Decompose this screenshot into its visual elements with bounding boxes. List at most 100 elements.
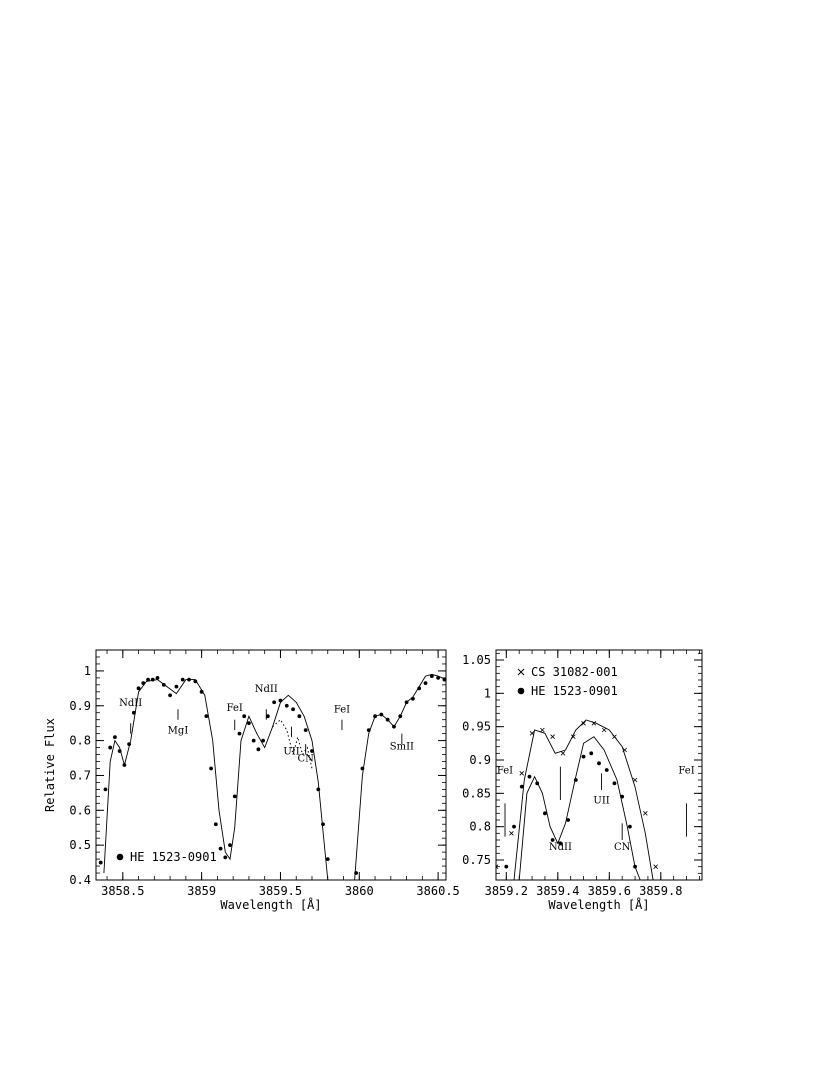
observed-data-point [213,822,218,827]
observed-data-point [512,824,516,829]
observed-data-point [566,818,570,822]
data-layer [496,719,658,880]
observed-data-point [581,754,586,759]
observed-data-point [223,855,228,860]
x-tick-label: 3859 [187,884,216,898]
line-id-label: SmII [390,741,414,752]
observed-data-point [527,774,532,779]
x-tick-label: 3859.2 [485,884,528,898]
cross-data-point [581,721,586,726]
x-tick-label: 3860.5 [416,884,459,898]
observed-data-point [204,714,209,719]
cross-data-point [496,864,499,869]
x-tick-label: 3859.6 [588,884,631,898]
synthetic-spectrum-line [518,736,641,880]
observed-data-point [209,766,213,771]
observed-data-point [423,681,428,686]
observed-data-point [228,843,232,848]
cross-data-point [643,811,648,816]
y-tick-label: 0.9 [69,699,91,713]
observed-data-point [321,822,325,827]
legend-marker-cross [517,668,525,676]
x-axis-label: Wavelength [Å] [220,897,321,912]
cross-data-point [653,864,658,869]
plot-frame [495,649,703,881]
y-tick-label: 1 [484,686,491,700]
observed-data-point [303,728,308,733]
legend-label: HE 1523-0901 [531,684,618,698]
observed-data-point [155,675,160,680]
observed-data-point [261,738,266,743]
x-tick-label: 3859.5 [259,884,302,898]
observed-data-point [265,714,270,719]
observed-data-point [98,860,103,865]
observed-data-point [310,749,314,753]
x-tick-label: 3859.8 [639,884,682,898]
observed-data-point [242,714,247,719]
y-tick-label: 0.6 [69,803,91,817]
synthetic-spectrum-line [513,719,654,880]
legend-marker-circle [517,687,525,695]
y-tick-label: 0.7 [69,768,91,782]
cross-data-point [540,727,545,733]
observed-data-point [113,735,117,740]
observed-data-point [325,857,330,861]
line-id-label: CN [297,754,314,765]
observed-data-point [256,747,261,752]
line-id-label: CN [614,842,631,853]
plot-frame [95,649,447,881]
cross-data-point [550,734,555,739]
observed-data-point [291,707,295,712]
line-id-label: NdII [119,698,142,709]
cross-data-point [519,771,525,776]
observed-data-point [237,731,242,736]
x-tick-label: 3860 [345,884,374,898]
data-layer [98,673,446,880]
observed-data-point [180,677,185,682]
observed-data-point [284,703,289,708]
cross-data-point [509,831,514,836]
line-id-label: UII [283,747,299,758]
observed-data-point [247,721,251,726]
y-tick-label: 1 [84,664,91,678]
line-id-label: FeI [678,765,694,776]
observed-data-point [612,781,617,786]
y-tick-label: 0.95 [462,720,491,734]
y-tick-label: 0.9 [469,753,491,767]
cross-data-point [560,751,566,756]
dotted-synthetic-line [272,718,313,769]
observed-data-point [597,761,601,766]
legend-marker-circle [116,853,124,861]
observed-data-point [504,864,509,869]
observed-data-point [429,674,434,679]
observed-data-point [589,751,594,756]
observed-data-point [168,693,172,698]
x-axis-label: Wavelength [Å] [548,897,649,912]
y-tick-label: 0.85 [462,786,491,800]
x-tick-label: 3859.4 [536,884,579,898]
y-tick-label: 1.05 [462,653,491,667]
observed-data-point [103,787,108,792]
line-id-label: UII [593,795,609,806]
observed-data-point [218,846,223,851]
line-id-label: NdII [549,842,572,853]
observed-data-point [136,686,141,691]
y-tick-label: 0.5 [69,838,91,852]
chart-panel-1: 3858.5 3859 3859.5 3860 3860.5 0.4 0.5 0.6 0.7 0.… [43,649,460,912]
legend-label: CS 31082-001 [531,665,618,679]
observed-data-point [628,824,632,829]
observed-data-point [232,794,237,799]
observed-data-point [251,738,256,743]
observed-data-point [316,787,321,792]
synthetic-spectrum-line [103,679,329,880]
observed-data-point [108,745,113,750]
line-id-label: FeI [227,703,243,714]
y-tick-label: 0.8 [69,734,91,748]
observed-data-point [550,838,555,842]
observed-data-point [543,811,547,816]
observed-data-point [272,700,277,705]
y-tick-label: 0.8 [469,820,491,834]
y-tick-label: 0.4 [69,873,91,887]
line-id-label: NdII [255,684,278,695]
